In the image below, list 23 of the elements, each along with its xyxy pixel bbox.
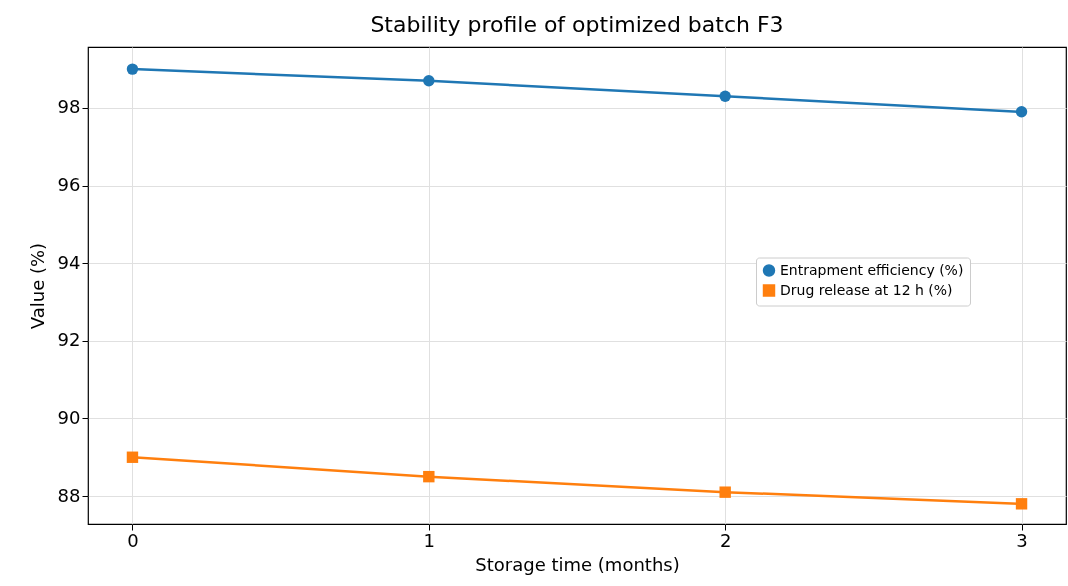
legend-label: Drug release at 12 h (%): [780, 281, 953, 298]
y-tick-label: 92: [57, 329, 81, 351]
point: [126, 63, 139, 75]
point: [1015, 106, 1028, 118]
y-axis-title: Value (%): [26, 242, 48, 330]
point: [719, 486, 731, 498]
x-tick-label: 1: [423, 529, 436, 551]
chart-title: Stability profile of optimized batch F3: [370, 12, 784, 37]
x-tick-label: 3: [1016, 529, 1028, 551]
point: [126, 451, 139, 463]
x-tick-label: 2: [719, 529, 732, 551]
x-tick-label: 0: [127, 529, 139, 551]
y-tick-label: 96: [57, 174, 81, 196]
y-tick-label: 90: [57, 406, 81, 428]
x-axis-title: Storage time (months): [475, 553, 680, 575]
y-tick-label: 94: [57, 251, 81, 273]
y-tick-label: 88: [57, 484, 81, 506]
y-tick-label: 98: [57, 96, 81, 118]
point: [423, 75, 435, 87]
legend-label: Entrapment efficiency (%): [780, 261, 964, 278]
point: [423, 470, 435, 483]
point: [719, 90, 731, 102]
point: [1015, 498, 1028, 510]
